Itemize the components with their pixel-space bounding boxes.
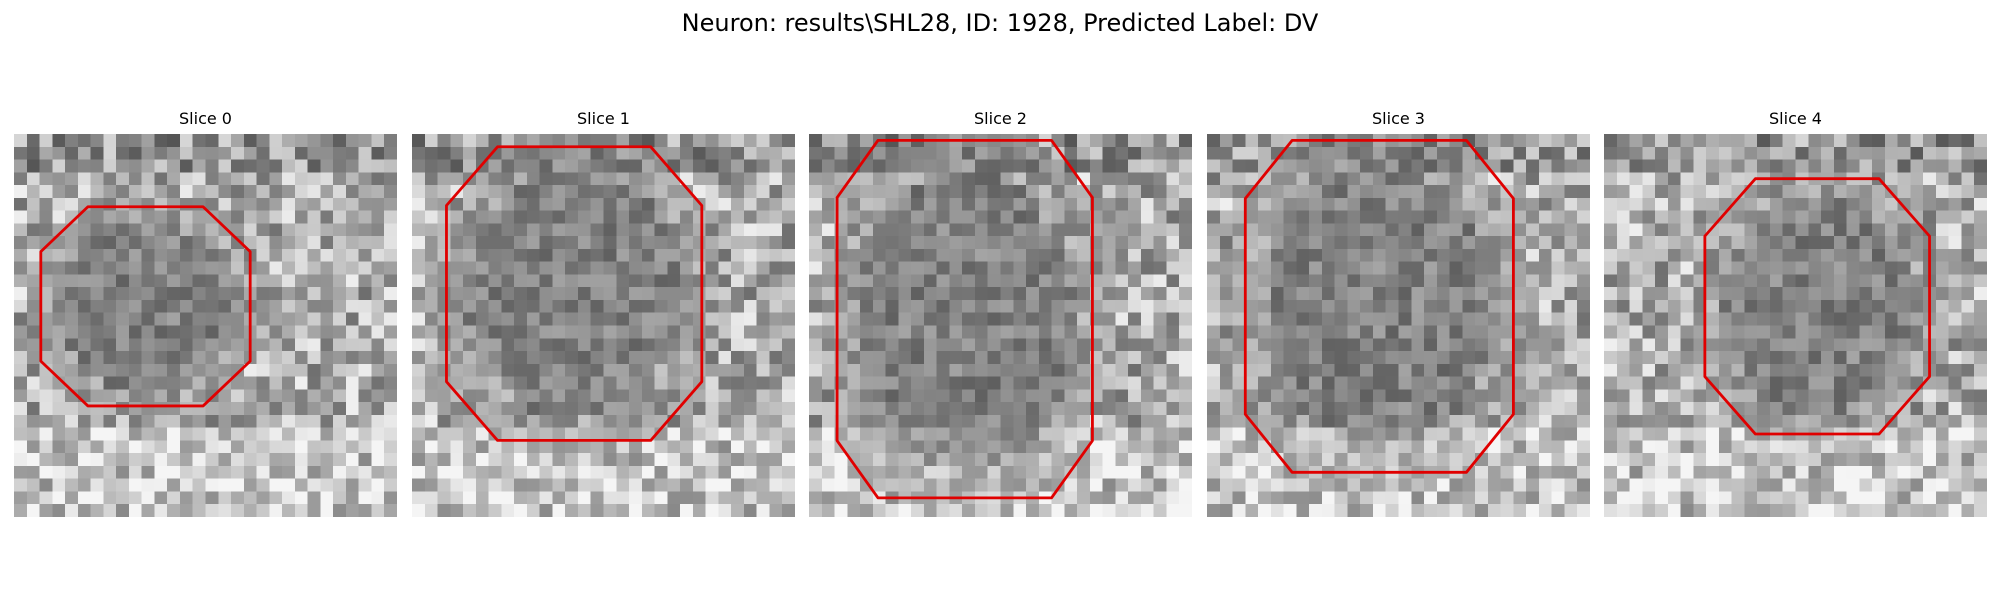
figure-title: Neuron: results\SHL28, ID: 1928, Predict…: [681, 9, 1319, 37]
slice-2-contour: [835, 138, 1094, 500]
slice-4-image: [1604, 134, 1987, 517]
slice-1-contour: [445, 145, 704, 442]
slice-3-image: [1207, 134, 1590, 517]
slice-0-contour: [39, 205, 252, 408]
slice-0-pixels: [14, 134, 397, 517]
slice-2-image: [809, 134, 1192, 517]
slice-3-contour: [1243, 138, 1515, 474]
slice-2-pixels: [809, 134, 1192, 517]
slice-2-title: Slice 2: [974, 109, 1027, 128]
slice-4-contour: [1703, 177, 1931, 436]
slice-1-pixels: [412, 134, 795, 517]
slice-0-image: [14, 134, 397, 517]
slice-0-title: Slice 0: [179, 109, 232, 128]
slice-3-pixels: [1207, 134, 1590, 517]
slice-1-title: Slice 1: [577, 109, 630, 128]
slice-1-image: [412, 134, 795, 517]
slice-4-title: Slice 4: [1769, 109, 1822, 128]
slice-4-pixels: [1604, 134, 1987, 517]
slice-3-title: Slice 3: [1372, 109, 1425, 128]
